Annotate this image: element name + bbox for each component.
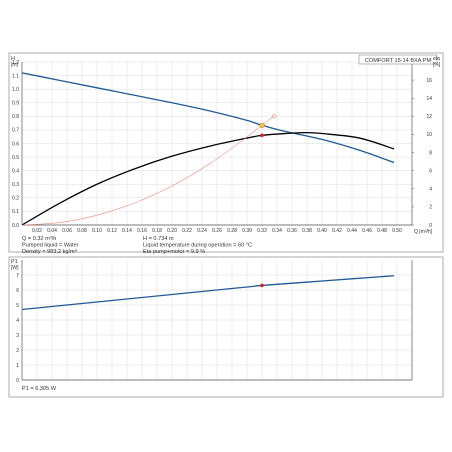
x-tick-label: 0.24 <box>197 228 207 234</box>
info-q: Q = 0.32 m³/h <box>22 236 56 242</box>
y-tick-label: 0.6 <box>12 141 19 147</box>
x-tick-label: 0.18 <box>152 228 162 234</box>
x-tick-label: 0.02 <box>32 228 42 234</box>
x-tick-label: 0.50 <box>392 228 402 234</box>
y2-tick-label: 16 <box>426 78 432 84</box>
x-tick-label: 0.46 <box>362 228 372 234</box>
top-panel-frame <box>8 52 444 253</box>
y2-tick-label: 10 <box>426 132 432 138</box>
y-tick-label: 4 <box>16 318 19 324</box>
operating-points <box>259 114 277 288</box>
x-tick-label: 0.12 <box>107 228 117 234</box>
x-tick-label: 0.38 <box>302 228 312 234</box>
x-tick-label: 0.30 <box>242 228 252 234</box>
x-tick-label: 0.40 <box>317 228 327 234</box>
y-tick-label: 1.2 <box>12 60 19 66</box>
y2-tick-label: 8 <box>429 150 432 156</box>
info-eta: Eta pump+motor = 9.9 % <box>143 249 205 255</box>
system-curve-end-marker <box>272 114 277 119</box>
y-tick-label: 0.3 <box>12 182 19 188</box>
power-curve <box>21 275 395 311</box>
x-tick-label: 0.06 <box>62 228 72 234</box>
y-axis-label-p1: P1 <box>11 259 18 265</box>
curves <box>21 72 395 311</box>
bottom-panel-frame <box>8 256 444 398</box>
x-tick-label: 0.08 <box>77 228 87 234</box>
info-liquid: Pumped liquid = Water <box>22 243 79 249</box>
duty-point-power <box>260 283 264 288</box>
info-temperature: Liquid temperature during operation = 60… <box>143 243 252 249</box>
duty-point-head <box>259 122 265 128</box>
y-tick-label: 1 <box>16 363 19 369</box>
info-density: Density = 983.2 kg/m³ <box>22 249 77 255</box>
x-tick-label: 0.10 <box>92 228 102 234</box>
y-tick-label: 7 <box>16 273 19 279</box>
x-tick-label: 0.14 <box>122 228 132 234</box>
y2-axis-unit: [%] <box>433 62 441 68</box>
info-h: H = 0.734 m <box>143 236 174 242</box>
x-tick-label: 0.42 <box>332 228 342 234</box>
chart-title: COMFORT 15-14 BXA PM <box>365 58 432 64</box>
x-tick-label: 0.20 <box>167 228 177 234</box>
bottom-grid <box>22 260 412 381</box>
y-tick-label: 0.0 <box>12 223 19 229</box>
y2-tick-label: 2 <box>429 205 432 211</box>
y-tick-label: 0.5 <box>12 155 19 161</box>
y-tick-label: 0.9 <box>12 101 19 107</box>
y-tick-label: 0.2 <box>12 196 19 202</box>
y-tick-label: 5 <box>16 303 19 309</box>
y-tick-label: 1.0 <box>12 87 19 93</box>
head-curve <box>21 72 395 164</box>
y-axis-unit-m: [m] <box>11 62 19 68</box>
x-tick-label: 0.44 <box>347 228 357 234</box>
y2-tick-label: 6 <box>429 168 432 174</box>
y-axis-label-h: H <box>11 56 15 62</box>
x-tick-label: 0.16 <box>137 228 147 234</box>
y2-tick-label: 14 <box>426 96 432 102</box>
y2-tick-label: 4 <box>429 187 432 193</box>
y-tick-label: 3 <box>16 333 19 339</box>
y2-axis-label-eta: eta <box>433 56 440 62</box>
y-tick-label: 1.1 <box>12 73 19 79</box>
y-tick-label: 6 <box>16 288 19 294</box>
tick-labels: 0.02 0.04 0.06 0.08 0.10 0.12 0.14 0.16 0.18 0.20… <box>12 60 432 384</box>
x-tick-label: 0.32 <box>257 228 267 234</box>
y-tick-label: 0.7 <box>12 128 19 134</box>
x-tick-label: 0.34 <box>272 228 282 234</box>
x-axis-unit: Q [m³/h] <box>414 229 433 235</box>
title-box <box>358 54 438 65</box>
efficiency-curve <box>21 131 395 226</box>
top-grid <box>22 61 412 226</box>
y-axis-unit-w: [W] <box>11 265 19 271</box>
x-tick-label: 0.22 <box>182 228 192 234</box>
y-tick-label: 0.4 <box>12 168 19 174</box>
x-tick-label: 0.36 <box>287 228 297 234</box>
y-tick-label: 2 <box>16 348 19 354</box>
duty-point-efficiency <box>260 133 264 138</box>
x-tick-label: 0.04 <box>47 228 57 234</box>
system-curve <box>21 116 274 226</box>
x-tick-label: 0.26 <box>212 228 222 234</box>
y2-tick-label: 12 <box>426 114 432 120</box>
y-tick-label: 0.1 <box>12 209 19 215</box>
footer-p1: P1 = 6.305 W <box>22 386 57 392</box>
y2-tick-label: 0 <box>429 223 432 229</box>
x-tick-label: 0.48 <box>377 228 387 234</box>
y-tick-label: 0 <box>16 378 19 384</box>
y-tick-label: 0.8 <box>12 114 19 120</box>
x-tick-label: 0.28 <box>227 228 237 234</box>
